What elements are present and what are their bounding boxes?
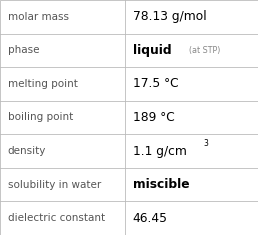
- Text: 3: 3: [204, 139, 208, 148]
- Text: melting point: melting point: [8, 79, 78, 89]
- Text: liquid: liquid: [133, 44, 172, 57]
- Text: 189 °C: 189 °C: [133, 111, 175, 124]
- Text: boiling point: boiling point: [8, 113, 73, 122]
- Text: 46.45: 46.45: [133, 212, 168, 225]
- Text: solubility in water: solubility in water: [8, 180, 101, 190]
- Text: miscible: miscible: [133, 178, 189, 191]
- Text: 17.5 °C: 17.5 °C: [133, 77, 179, 90]
- Text: phase: phase: [8, 45, 39, 55]
- Text: molar mass: molar mass: [8, 12, 69, 22]
- Text: (at STP): (at STP): [189, 46, 221, 55]
- Text: 78.13 g/mol: 78.13 g/mol: [133, 10, 206, 23]
- Text: density: density: [8, 146, 46, 156]
- Text: 1.1 g/cm: 1.1 g/cm: [133, 145, 187, 158]
- Text: dielectric constant: dielectric constant: [8, 213, 105, 223]
